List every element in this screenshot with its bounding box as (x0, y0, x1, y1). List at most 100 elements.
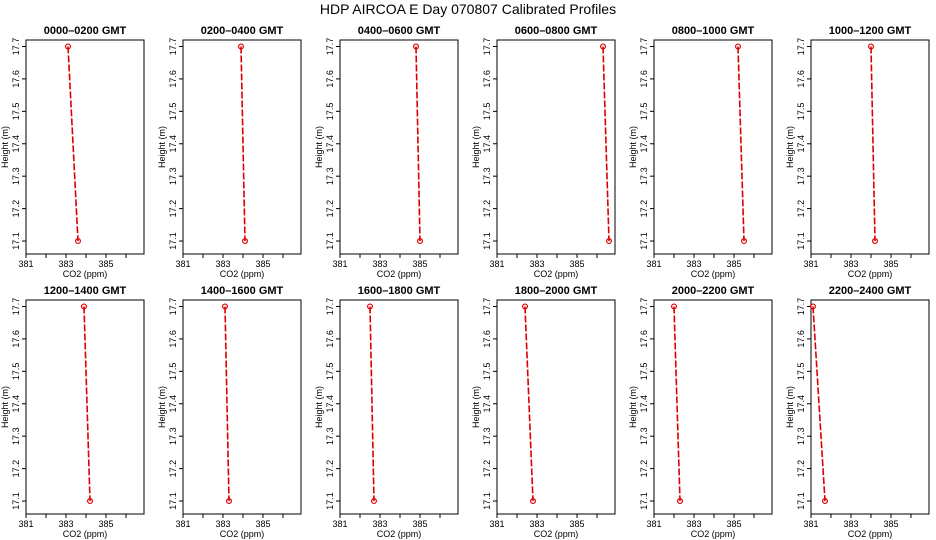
y-tick-label: 17.6 (639, 330, 649, 348)
panel-title: 0200–0400 GMT (201, 25, 284, 37)
y-tick-label: 17.1 (482, 232, 492, 250)
panel-title: 1000–1200 GMT (829, 25, 912, 37)
y-tick-label: 17.7 (639, 298, 649, 316)
panel-title: 2200–2400 GMT (829, 285, 912, 297)
plot-frame (810, 299, 930, 515)
chart-panel-8: 1400–1600 GMT 381 383 385 17.1 17.2 17.3 17.4 17… (157, 285, 302, 539)
y-tick-label: 17.2 (325, 200, 335, 218)
profile-point (734, 43, 741, 50)
x-tick-label: 385 (98, 259, 113, 269)
y-tick-label: 17.1 (639, 492, 649, 510)
x-axis-label: CO2 (ppm) (691, 269, 736, 279)
y-axis-label: Height (m) (471, 126, 481, 168)
profile-point (740, 238, 747, 245)
y-axis-label: Height (m) (0, 386, 10, 428)
x-tick-label: 385 (569, 519, 584, 529)
x-tick-label: 383 (58, 259, 73, 269)
y-axis-label: Height (m) (0, 126, 10, 168)
chart-panel-11: 2000–2200 GMT 381 383 385 17.1 17.2 17.3 17.4 17… (628, 285, 773, 539)
y-tick-label: 17.7 (482, 298, 492, 316)
profile-point (74, 238, 81, 245)
y-tick-label: 17.3 (482, 427, 492, 445)
x-tick-label: 383 (215, 519, 230, 529)
x-tick-label: 381 (175, 259, 190, 269)
panel-title: 1600–1800 GMT (358, 285, 441, 297)
profile-point (676, 498, 683, 505)
profile-point (226, 498, 233, 505)
y-tick-label: 17.3 (168, 427, 178, 445)
y-axis-label: Height (m) (785, 386, 795, 428)
y-axis-label: Height (m) (314, 386, 324, 428)
profile-point (86, 498, 93, 505)
y-axis-label: Height (m) (157, 126, 167, 168)
plot-frame (25, 39, 145, 255)
y-tick-label: 17.3 (639, 427, 649, 445)
profile-line (673, 306, 681, 502)
x-tick-label: 385 (412, 519, 427, 529)
x-tick-label: 385 (569, 259, 584, 269)
y-tick-label: 17.6 (11, 330, 21, 348)
y-tick-label: 17.5 (11, 363, 21, 381)
y-tick-label: 17.7 (11, 298, 21, 316)
plot-frame (653, 299, 773, 515)
panel-title: 1200–1400 GMT (44, 285, 127, 297)
y-tick-label: 17.4 (796, 395, 806, 413)
y-tick-label: 17.6 (325, 70, 335, 88)
x-tick-label: 383 (529, 519, 544, 529)
x-tick-label: 383 (58, 519, 73, 529)
profile-point (599, 43, 606, 50)
profile-point (238, 43, 245, 50)
x-tick-label: 381 (803, 519, 818, 529)
x-axis-label: CO2 (ppm) (691, 529, 736, 539)
y-axis-label: Height (m) (314, 126, 324, 168)
profile-point (529, 498, 536, 505)
chart-panel-7: 1200–1400 GMT 381 383 385 17.1 17.2 17.3 17.4 17… (0, 285, 145, 539)
profile-point (871, 238, 878, 245)
x-tick-label: 381 (489, 519, 504, 529)
y-axis-label: Height (m) (471, 386, 481, 428)
panel-title: 2000–2200 GMT (672, 285, 755, 297)
x-tick-label: 381 (175, 519, 190, 529)
y-tick-label: 17.7 (325, 298, 335, 316)
x-axis-label: CO2 (ppm) (220, 529, 265, 539)
y-tick-label: 17.5 (168, 103, 178, 121)
profile-point (605, 238, 612, 245)
plot-frame (25, 299, 145, 515)
y-tick-label: 17.1 (168, 232, 178, 250)
profile-line (415, 46, 421, 242)
x-tick-label: 383 (843, 519, 858, 529)
y-tick-label: 17.6 (11, 70, 21, 88)
y-tick-label: 17.1 (11, 232, 21, 250)
y-tick-label: 17.6 (796, 330, 806, 348)
chart-panel-5: 0800–1000 GMT 381 383 385 17.1 17.2 17.3 17.4 17… (628, 25, 773, 279)
profile-line (737, 46, 745, 242)
y-tick-label: 17.4 (482, 135, 492, 153)
x-tick-label: 385 (98, 519, 113, 529)
y-tick-label: 17.7 (11, 38, 21, 56)
y-tick-label: 17.6 (482, 70, 492, 88)
chart-panel-6: 1000–1200 GMT 381 383 385 17.1 17.2 17.3 17.4 17… (785, 25, 930, 279)
profile-point (242, 238, 249, 245)
profile-point (413, 43, 420, 50)
y-tick-label: 17.4 (639, 395, 649, 413)
y-tick-label: 17.7 (639, 38, 649, 56)
y-tick-label: 17.2 (168, 200, 178, 218)
profile-line (67, 46, 79, 242)
plot-frame (182, 299, 302, 515)
profile-point (821, 498, 828, 505)
x-tick-label: 385 (726, 519, 741, 529)
chart-panel-3: 0400–0600 GMT 381 383 385 17.1 17.2 17.3 17.4 17… (314, 25, 459, 279)
chart-panel-2: 0200–0400 GMT 381 383 385 17.1 17.2 17.3 17.4 17… (157, 25, 302, 279)
y-tick-label: 17.7 (796, 298, 806, 316)
x-tick-label: 383 (686, 519, 701, 529)
profile-point (367, 303, 374, 310)
y-tick-label: 17.6 (796, 70, 806, 88)
y-tick-label: 17.6 (482, 330, 492, 348)
y-tick-label: 17.4 (639, 135, 649, 153)
y-tick-label: 17.2 (325, 460, 335, 478)
profile-line (240, 46, 246, 242)
x-tick-label: 383 (372, 519, 387, 529)
y-tick-label: 17.2 (639, 460, 649, 478)
y-tick-label: 17.2 (168, 460, 178, 478)
